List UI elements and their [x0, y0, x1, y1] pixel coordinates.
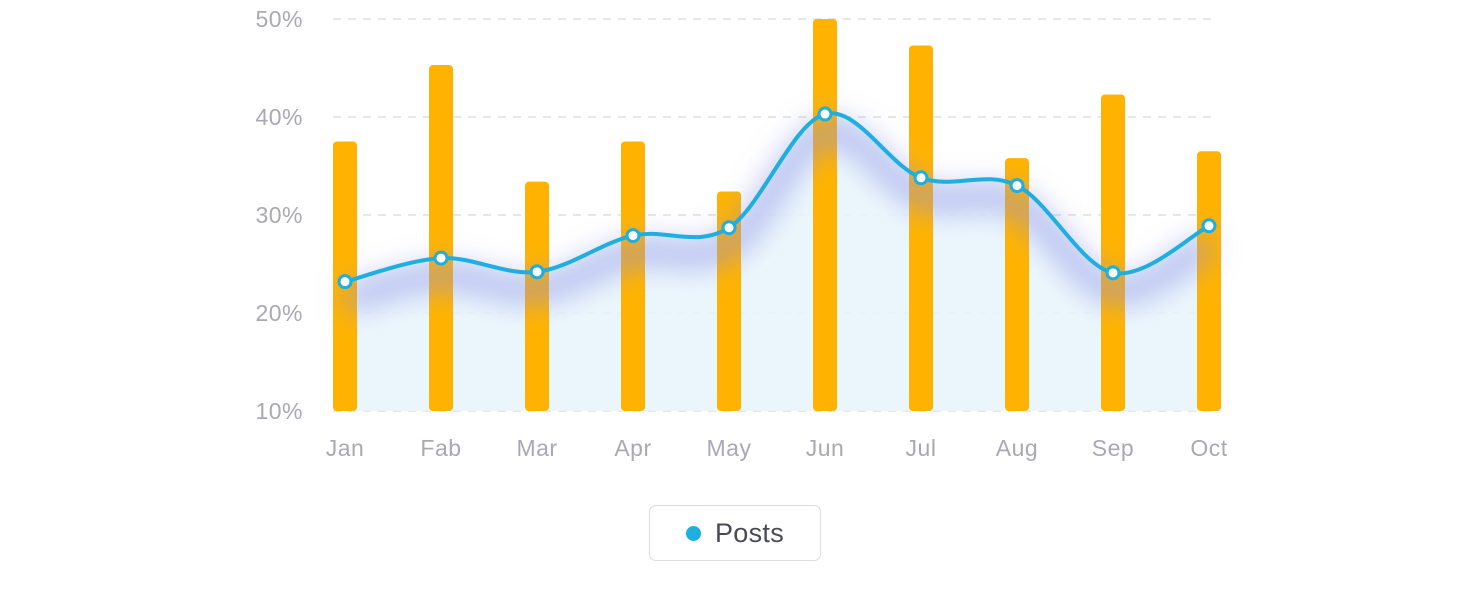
legend-label: Posts: [714, 517, 785, 548]
x-tick-label: Jan: [326, 435, 365, 461]
bar: [1197, 151, 1221, 412]
y-tick-label: 40%: [255, 104, 303, 130]
x-tick-label: Apr: [614, 435, 651, 461]
x-tick-label: Aug: [996, 435, 1038, 461]
bar: [621, 141, 645, 411]
posts-point: [1009, 178, 1025, 194]
legend-marker: [685, 525, 701, 541]
y-axis-ticks: 10% 20% 30% 40% 50%: [255, 6, 303, 424]
y-tick-label: 50%: [255, 6, 303, 32]
y-tick-label: 20%: [255, 300, 303, 326]
x-tick-label: Fab: [420, 435, 461, 461]
posts-line-glow: [341, 118, 1216, 313]
posts-point: [337, 274, 353, 290]
posts-point: [817, 106, 833, 122]
posts-point: [1201, 218, 1217, 234]
x-tick-label: Jun: [806, 435, 845, 461]
posts-line: [343, 111, 1211, 284]
posts-points: [337, 106, 1217, 290]
bar: [909, 45, 933, 412]
x-tick-label: Mar: [516, 435, 557, 461]
x-axis-ticks: Jan Fab Mar Apr May Jun Jul Aug Sep Oct: [326, 435, 1228, 461]
x-tick-label: May: [707, 435, 752, 461]
x-tick-label: Jul: [906, 435, 937, 461]
y-tick-label: 30%: [255, 202, 303, 228]
posts-point: [433, 250, 449, 266]
posts-point: [1105, 265, 1121, 281]
bar-series: [333, 19, 1221, 412]
x-tick-label: Oct: [1190, 435, 1227, 461]
posts-point: [721, 220, 737, 236]
bar: [813, 19, 837, 411]
posts-point: [529, 264, 545, 280]
posts-line-shadow: [341, 118, 1216, 313]
bar: [429, 65, 453, 411]
x-tick-label: Sep: [1092, 435, 1134, 461]
y-tick-label: 10%: [255, 398, 303, 424]
bar: [1101, 94, 1125, 412]
legend-item-posts[interactable]: Posts: [649, 505, 821, 561]
posts-point: [625, 228, 641, 244]
posts-point: [913, 170, 929, 186]
posts-line-path: [343, 111, 1211, 284]
